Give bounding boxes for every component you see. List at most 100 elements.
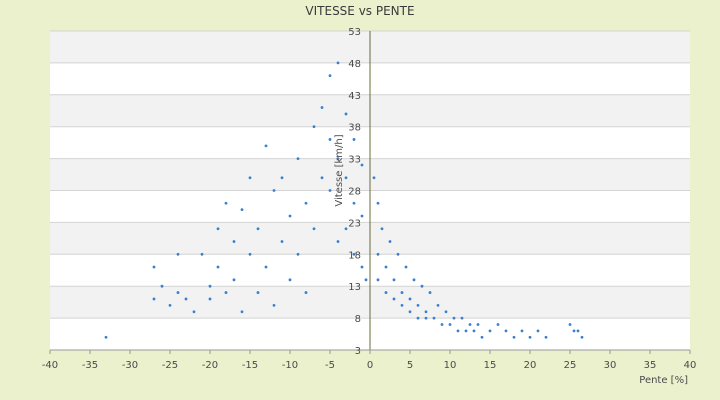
data-point: [280, 240, 284, 243]
data-point: [420, 284, 424, 288]
y-tick-label: 18: [348, 250, 361, 261]
data-point: [304, 291, 308, 294]
data-point: [424, 316, 428, 320]
data-point: [376, 252, 380, 256]
data-point: [336, 61, 340, 65]
data-point: [468, 323, 472, 326]
data-point: [352, 138, 356, 141]
data-point: [464, 329, 468, 333]
data-point: [384, 291, 388, 294]
data-point: [328, 189, 332, 192]
data-point: [360, 163, 364, 167]
x-tick-label: -40: [42, 360, 58, 371]
data-point: [444, 310, 448, 314]
x-tick-label: -10: [282, 360, 298, 371]
data-point: [152, 265, 156, 269]
data-point: [176, 291, 180, 294]
data-point: [256, 291, 260, 294]
data-point: [320, 106, 324, 109]
data-point: [488, 329, 492, 333]
data-point: [396, 252, 400, 256]
data-point: [208, 284, 212, 288]
data-point: [232, 240, 236, 243]
data-point: [408, 310, 412, 314]
data-point: [312, 125, 316, 129]
data-point: [344, 176, 348, 180]
data-point: [400, 303, 404, 307]
data-point: [572, 329, 576, 333]
y-tick-label: 33: [348, 155, 361, 166]
data-point: [288, 278, 292, 282]
data-point: [504, 329, 508, 333]
data-point: [580, 335, 584, 339]
data-point: [216, 227, 220, 231]
data-point: [352, 252, 356, 256]
x-tick-label: 40: [684, 360, 697, 371]
x-tick-label: 35: [644, 360, 657, 371]
data-point: [472, 329, 476, 333]
data-point: [460, 316, 464, 320]
data-point: [568, 323, 572, 326]
data-point: [496, 323, 500, 326]
data-point: [216, 265, 220, 269]
data-point: [192, 310, 196, 314]
y-tick-label: 38: [348, 123, 361, 134]
data-point: [528, 335, 532, 339]
y-tick-label: 53: [348, 27, 361, 38]
data-point: [312, 227, 316, 231]
data-point: [480, 335, 484, 339]
data-point: [168, 303, 172, 307]
data-point: [224, 201, 228, 205]
x-tick-label: -5: [325, 360, 335, 371]
data-point: [440, 323, 444, 326]
x-tick-label: 10: [444, 360, 457, 371]
data-point: [448, 323, 452, 326]
y-tick-label: 48: [348, 59, 361, 70]
x-tick-label: 20: [524, 360, 537, 371]
data-point: [328, 74, 332, 78]
data-point: [400, 291, 404, 294]
data-point: [288, 214, 292, 218]
data-point: [296, 157, 300, 161]
x-tick-label: -35: [82, 360, 98, 371]
data-point: [264, 144, 268, 148]
data-point: [428, 291, 432, 294]
data-point: [576, 329, 580, 333]
x-tick-label: -30: [122, 360, 138, 371]
x-tick-label: 5: [407, 360, 413, 371]
data-point: [264, 265, 268, 269]
data-point: [436, 303, 440, 307]
data-point: [412, 278, 416, 282]
data-point: [384, 265, 388, 269]
data-point: [224, 291, 228, 294]
data-point: [240, 310, 244, 314]
data-point: [536, 329, 540, 333]
data-point: [520, 329, 524, 333]
data-point: [364, 278, 368, 282]
data-point: [432, 316, 436, 320]
data-point: [104, 335, 108, 339]
data-point: [304, 201, 308, 205]
y-tick-label: 8: [355, 314, 361, 325]
x-tick-label: 0: [367, 360, 373, 371]
y-axis-title: Vitesse [km/h]: [334, 134, 345, 206]
data-point: [240, 208, 244, 212]
data-point: [352, 201, 356, 205]
data-point: [512, 335, 516, 339]
data-point: [160, 284, 164, 288]
data-point: [208, 297, 212, 301]
chart-title: VITESSE vs PENTE: [305, 4, 414, 18]
x-tick-label: 30: [604, 360, 617, 371]
x-tick-label: -25: [162, 360, 178, 371]
data-point: [416, 316, 420, 320]
x-tick-label: -20: [202, 360, 218, 371]
data-point: [336, 157, 340, 161]
data-point: [392, 278, 396, 282]
data-point: [416, 303, 420, 307]
data-point: [336, 240, 340, 243]
data-point: [272, 189, 276, 192]
data-point: [296, 252, 300, 256]
